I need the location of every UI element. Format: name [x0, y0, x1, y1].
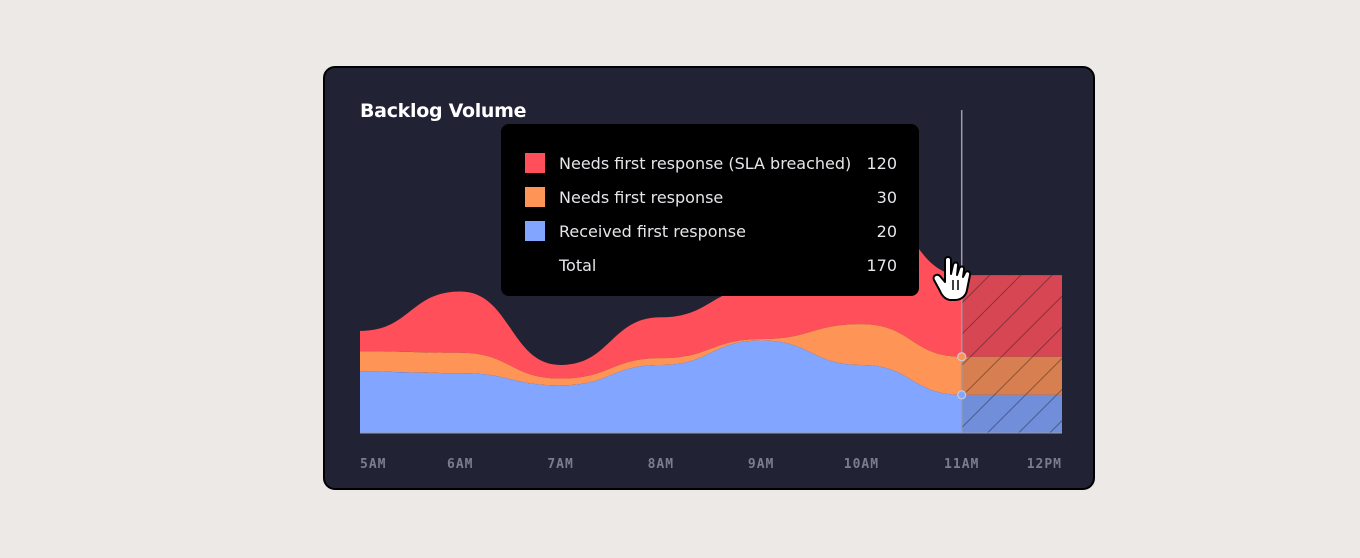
- x-tick-label: 9AM: [748, 457, 774, 472]
- legend-swatch-sla-breached: [525, 153, 545, 173]
- x-tick-label: 7AM: [547, 457, 573, 472]
- tooltip-row-needs-first-response: Needs first response 30: [525, 180, 897, 214]
- x-tick-label: 12PM: [1027, 457, 1062, 472]
- tooltip-row-total: Total 170: [525, 248, 897, 282]
- tooltip-value: 20: [876, 221, 897, 241]
- hover-point-needs-first-response: [957, 352, 967, 362]
- tooltip-value: 120: [866, 153, 897, 173]
- projected-hatch-received-first-response: [961, 394, 1062, 433]
- tooltip-label: Needs first response (SLA breached): [559, 153, 852, 173]
- x-tick-label: 11AM: [944, 457, 979, 472]
- hover-point-received-first-response: [957, 390, 967, 400]
- backlog-volume-card: Backlog Volume 5AM 6AM 7AM 8AM 9AM 10AM 11AM 12…: [323, 66, 1095, 490]
- tooltip-value: 30: [876, 187, 897, 207]
- legend-swatch-needs-first-response: [525, 187, 545, 207]
- tooltip-row-received-first-response: Received first response 20: [525, 214, 897, 248]
- tooltip-row-sla-breached: Needs first response (SLA breached) 120: [525, 146, 897, 180]
- area-series-received-first-response[interactable]: [360, 340, 962, 433]
- tooltip-label: Received first response: [559, 221, 746, 241]
- x-tick-label: 10AM: [844, 457, 879, 472]
- area-series-needs-first-response[interactable]: [360, 324, 962, 395]
- x-tick-label: 6AM: [447, 457, 473, 472]
- projected-hatch-needs-first-response-sla-breached: [961, 275, 1062, 357]
- hover-tooltip: Needs first response (SLA breached) 120 …: [501, 124, 919, 296]
- x-tick-label: 5AM: [360, 457, 386, 472]
- projected-hatch-needs-first-response: [961, 356, 1062, 395]
- pointer-hand-icon: [932, 256, 972, 301]
- legend-swatch-received-first-response: [525, 221, 545, 241]
- tooltip-label: Needs first response: [559, 187, 724, 207]
- tooltip-total-label: Total: [559, 255, 597, 275]
- x-tick-label: 8AM: [648, 457, 674, 472]
- tooltip-total-value: 170: [866, 255, 897, 275]
- chart-title: Backlog Volume: [360, 100, 527, 122]
